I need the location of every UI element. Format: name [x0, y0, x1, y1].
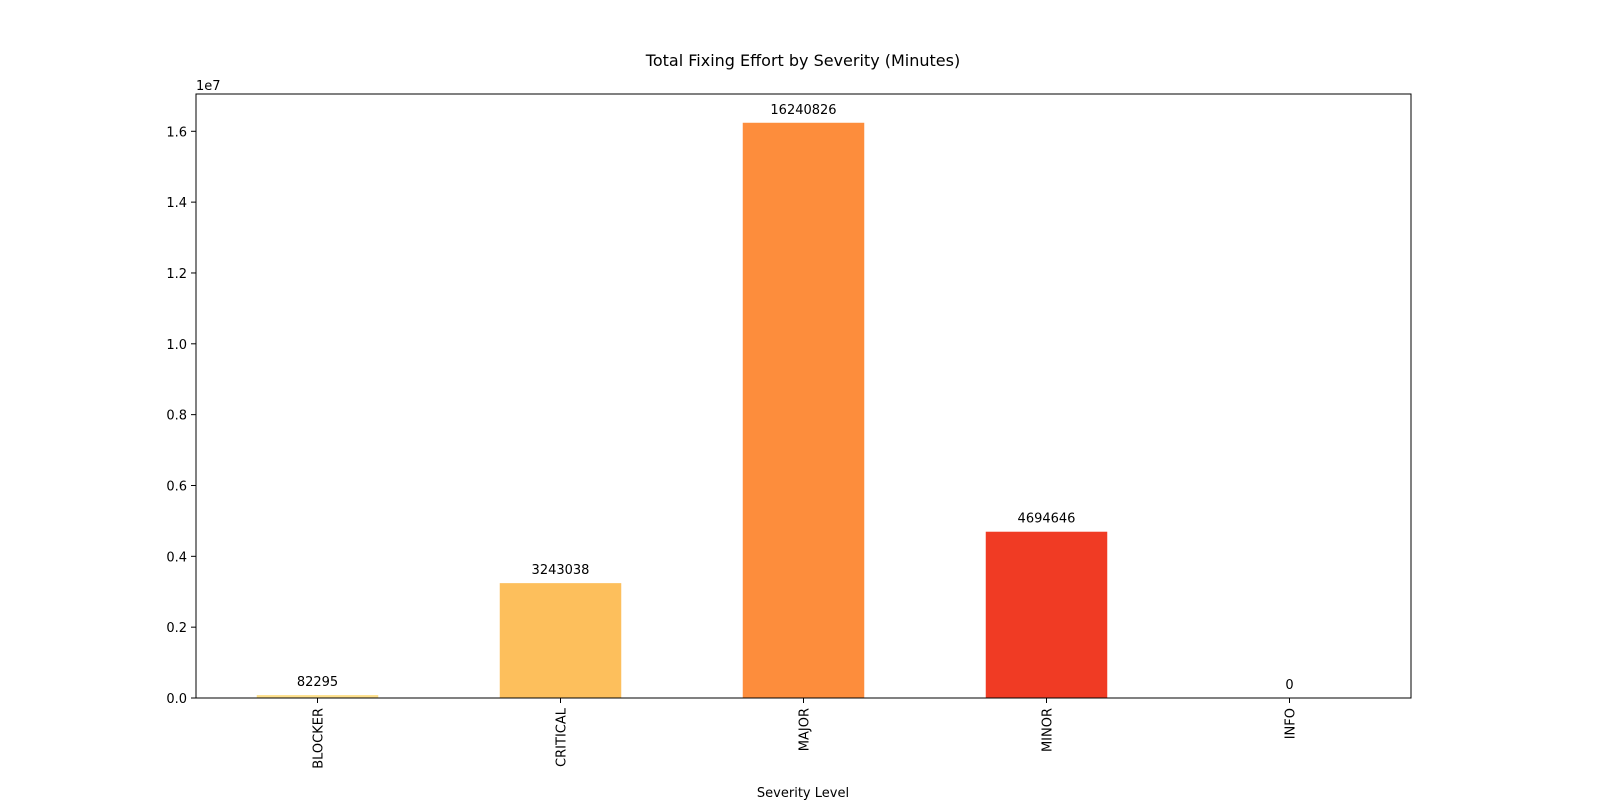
data-label: 82295 — [297, 675, 338, 690]
data-label: 4694646 — [1018, 512, 1076, 527]
bar — [499, 583, 622, 698]
y-tick-label: 0.2 — [166, 621, 187, 636]
x-tick-label: MAJOR — [798, 708, 813, 751]
y-tick-label: 1.2 — [166, 267, 187, 282]
bar — [256, 695, 379, 698]
x-tick-label: CRITICAL — [555, 707, 570, 767]
axes-frame — [195, 93, 1412, 699]
x-axis-label: Severity Level — [757, 786, 849, 800]
y-tick-label: 0.0 — [166, 692, 187, 707]
y-tick-label: 0.8 — [166, 409, 187, 424]
x-tick-label: BLOCKER — [312, 708, 327, 769]
x-tick-label: INFO — [1284, 708, 1299, 739]
y-tick-label: 0.4 — [166, 550, 187, 565]
x-tick-label: MINOR — [1041, 708, 1056, 752]
bar — [985, 531, 1108, 698]
y-tick-label: 1.4 — [166, 196, 187, 211]
bar — [742, 122, 865, 698]
data-label: 0 — [1285, 678, 1293, 693]
y-tick-label: 1.6 — [166, 125, 187, 140]
data-label: 16240826 — [770, 103, 836, 118]
y-tick-label: 1.0 — [166, 338, 187, 353]
y-offset-label: 1e7 — [196, 79, 221, 94]
chart-title: Total Fixing Effort by Severity (Minutes… — [645, 51, 960, 70]
y-tick-label: 0.6 — [166, 479, 187, 494]
data-label: 3243038 — [532, 563, 590, 578]
